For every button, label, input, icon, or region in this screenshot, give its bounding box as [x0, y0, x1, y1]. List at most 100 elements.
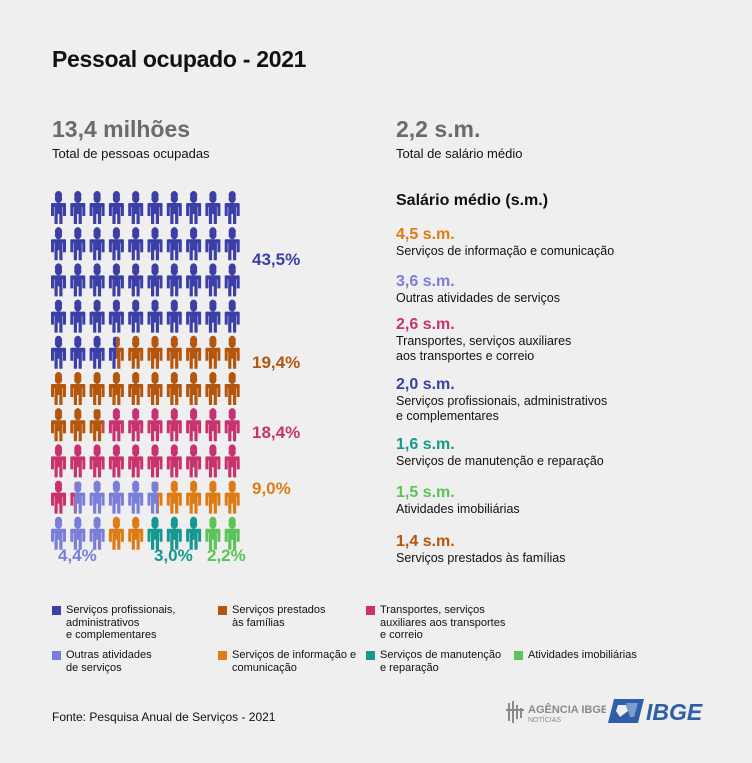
person-icon: [51, 480, 66, 514]
person-icon: [89, 371, 105, 405]
person-icon: [186, 371, 202, 405]
legend-swatch: [514, 651, 523, 660]
legend-swatch: [52, 606, 61, 615]
salary-section-title: Salário médio (s.m.): [396, 192, 549, 209]
person-icon: [70, 190, 86, 224]
person-icon: [89, 480, 105, 514]
person-icon: [224, 516, 240, 550]
person-icon: [128, 335, 144, 369]
person-icon: [224, 408, 240, 442]
person-icon: [186, 444, 202, 478]
person-icon: [224, 299, 240, 333]
legend-swatch: [52, 651, 61, 660]
person-icon: [128, 444, 144, 478]
total-label: Total de pessoas ocupadas: [52, 146, 210, 161]
person-icon: [166, 408, 182, 442]
person-icon: [224, 371, 240, 405]
person-icon: [205, 408, 221, 442]
person-icon: [128, 227, 144, 261]
person-icon: [186, 263, 202, 297]
salary-item: 1,4 s.m. Serviços prestados às famílias: [396, 533, 726, 566]
person-icon: [147, 263, 163, 297]
person-icon: [128, 190, 144, 224]
person-icon: [147, 408, 163, 442]
person-icon: [166, 227, 182, 261]
person-icon: [224, 335, 240, 369]
person-icon: [166, 299, 182, 333]
person-icon: [205, 335, 221, 369]
person-icon: [89, 227, 105, 261]
person-icon: [89, 263, 105, 297]
legend-swatch: [218, 606, 227, 615]
person-icon: [51, 299, 66, 333]
person-icon: [147, 335, 163, 369]
percent-label-familias: 19,4%: [252, 353, 301, 372]
percent-label-informacao: 9,0%: [252, 479, 291, 498]
person-icon: [224, 480, 240, 514]
person-icon: [186, 408, 202, 442]
person-icon: [89, 190, 105, 224]
person-icon: [51, 516, 66, 550]
person-icon: [108, 444, 124, 478]
percent-label-manutencao: 3,0%: [154, 546, 193, 565]
pictogram-chart: [51, 190, 240, 550]
person-icon: [166, 371, 182, 405]
salary-value: 1,5 s.m.: [396, 484, 455, 501]
total-value: 13,4 milhões: [52, 116, 191, 142]
person-icon: [186, 190, 202, 224]
person-icon: [51, 408, 66, 442]
person-icon: [51, 190, 66, 224]
salary-label: Serviços de informação e comunicação: [396, 244, 615, 258]
person-icon: [128, 299, 144, 333]
legend-label: Serviços profissionais, administrativos e …: [66, 604, 176, 641]
legend-swatch: [366, 606, 375, 615]
person-icon: [89, 335, 105, 369]
person-icon: [89, 299, 105, 333]
salary-label: Atividades imobiliárias: [396, 502, 520, 516]
person-icon: [186, 480, 202, 514]
ibge-logo: IBGE: [608, 699, 703, 725]
person-icon: [224, 227, 240, 261]
salary-item: 1,5 s.m. Atividades imobiliárias: [396, 484, 726, 517]
person-icon: [166, 190, 182, 224]
person-icon: [108, 371, 124, 405]
person-icon: [147, 227, 163, 261]
person-icon: [51, 263, 66, 297]
source-note: Fonte: Pesquisa Anual de Serviços - 2021: [52, 710, 276, 724]
person-icon: [70, 481, 86, 514]
agencia-logo-sub: NOTÍCIAS: [528, 715, 561, 724]
salary-item: 3,6 s.m. Outras atividades de serviços: [396, 273, 726, 306]
person-icon: [108, 480, 124, 514]
salary-total-value: 2,2 s.m.: [396, 116, 481, 142]
legend-item: Serviços de manutenção e reparação: [366, 649, 526, 689]
person-icon: [89, 444, 105, 478]
person-icon: [51, 444, 66, 478]
person-icon: [70, 335, 86, 369]
person-icon: [147, 481, 163, 514]
person-icon: [205, 371, 221, 405]
person-icon: [128, 408, 144, 442]
person-icon: [186, 516, 202, 550]
person-icon: [186, 299, 202, 333]
person-icon: [108, 408, 124, 442]
person-icon: [128, 371, 144, 405]
person-icon: [205, 444, 221, 478]
salary-item: 2,0 s.m. Serviços profissionais, administ…: [396, 376, 726, 424]
page-title: Pessoal ocupado - 2021: [52, 46, 307, 72]
legend-label: Outras atividades de serviços: [66, 649, 152, 674]
person-icon: [186, 227, 202, 261]
person-icon: [51, 227, 66, 261]
person-icon: [205, 263, 221, 297]
person-icon: [108, 227, 124, 261]
person-icon: [108, 336, 124, 369]
salary-item: 4,5 s.m. Serviços de informação e comunic…: [396, 226, 726, 259]
person-icon: [224, 190, 240, 224]
person-icon: [89, 409, 105, 442]
legend-swatch: [218, 651, 227, 660]
person-icon: [186, 335, 202, 369]
person-icon: [70, 227, 86, 261]
salary-label: Transportes, serviços auxiliares aos tran…: [396, 334, 572, 363]
person-icon: [128, 480, 144, 514]
person-icon: [147, 516, 163, 550]
legend-label: Serviços de manutenção e reparação: [380, 649, 502, 674]
